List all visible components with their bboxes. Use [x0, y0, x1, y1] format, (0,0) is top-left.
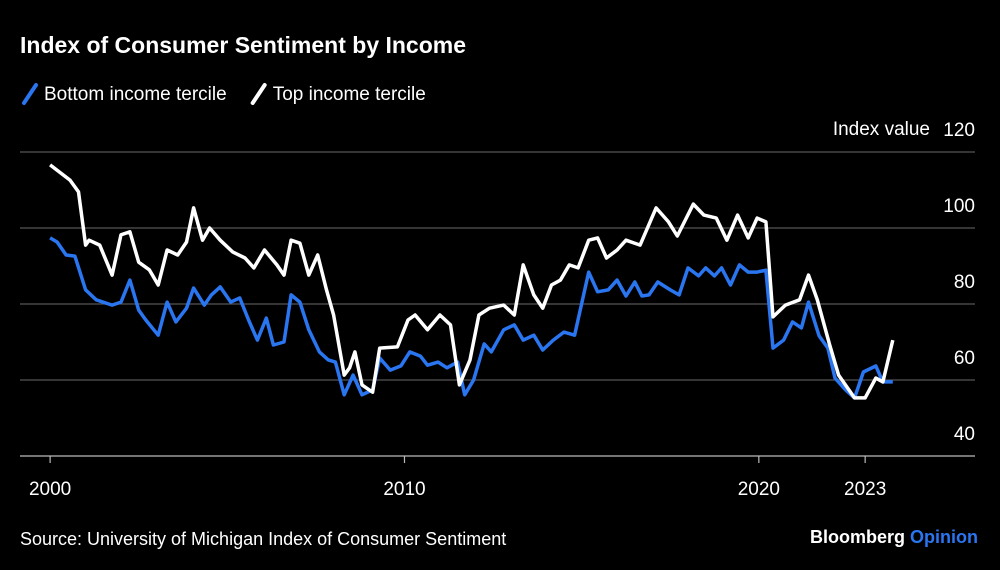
brand-opinion: Opinion	[910, 527, 978, 547]
y-tick-label: 120	[943, 120, 975, 141]
legend: Bottom income tercile Top income tercile	[22, 83, 426, 105]
source: Source: University of Michigan Index of …	[20, 529, 506, 549]
x-tick-label: 2000	[29, 479, 71, 500]
chart-title: Index of Consumer Sentiment by Income	[20, 32, 466, 58]
x-tick-label: 2023	[844, 479, 886, 500]
y-tick-label: 100	[943, 196, 975, 217]
series-line	[49, 163, 895, 400]
y-tick-label: 80	[954, 272, 975, 293]
x-tick-label: 2010	[383, 479, 425, 500]
legend-label: Top income tercile	[273, 84, 426, 105]
legend-swatch	[250, 83, 267, 105]
brand-name: Bloomberg	[810, 527, 905, 547]
y-tick-label: 40	[954, 424, 975, 445]
branding: Bloomberg Opinion	[810, 527, 978, 547]
y-tick-label: 60	[954, 348, 975, 369]
series-line	[49, 236, 893, 400]
x-tick-label: 2020	[738, 479, 780, 500]
legend-label: Bottom income tercile	[44, 84, 227, 105]
legend-swatch	[22, 83, 38, 105]
y-axis-label: Index value	[833, 119, 930, 140]
